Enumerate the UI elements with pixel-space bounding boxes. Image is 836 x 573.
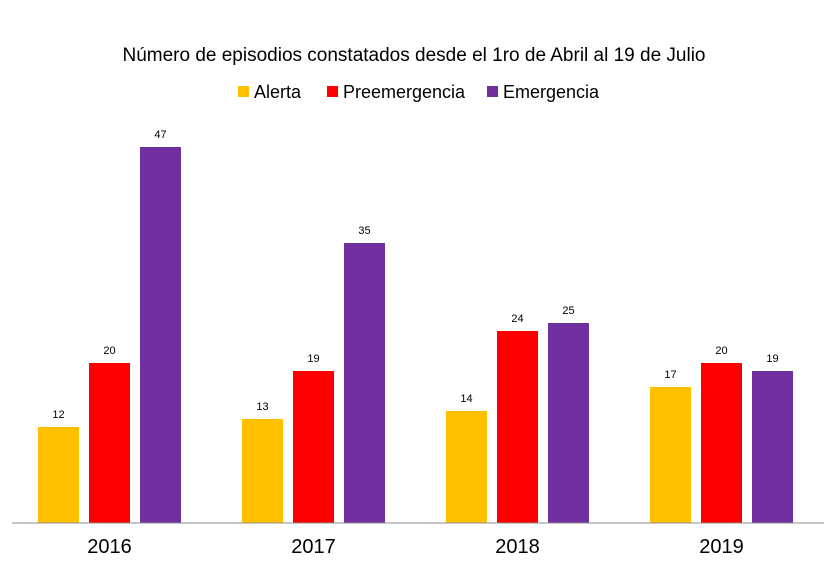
legend-swatch-emergencia [487,86,498,97]
bar-preemergencia-2019 [701,363,742,523]
bar-emergencia-2018 [548,323,589,523]
legend-label-alerta: Alerta [254,82,302,102]
data-label-alerta-2019: 17 [664,369,676,381]
bar-alerta-2017 [242,419,283,523]
data-labels-group: 12 20 47 13 19 35 14 24 25 17 20 19 [52,129,778,421]
bars-group [38,147,793,523]
data-label-emergencia-2017: 35 [358,225,370,237]
bar-emergencia-2019 [752,371,793,523]
legend-swatch-preemergencia [327,86,338,97]
legend-swatch-alerta [238,86,249,97]
x-tick-label-2017: 2017 [291,536,336,558]
data-label-emergencia-2018: 25 [562,305,574,317]
legend: Alerta Preemergencia Emergencia [238,82,600,102]
data-label-preemergencia-2018: 24 [511,313,523,325]
bar-alerta-2018 [446,411,487,523]
legend-label-emergencia: Emergencia [503,82,600,102]
bar-preemergencia-2017 [293,371,334,523]
data-label-alerta-2018: 14 [460,393,472,405]
x-tick-label-2016: 2016 [87,536,132,558]
data-label-alerta-2017: 13 [256,401,268,413]
data-label-emergencia-2016: 47 [154,129,166,141]
data-label-alerta-2016: 12 [52,409,64,421]
x-tick-labels-group: 2016 2017 2018 2019 [87,536,744,558]
x-tick-label-2018: 2018 [495,536,540,558]
x-tick-label-2019: 2019 [699,536,744,558]
legend-label-preemergencia: Preemergencia [343,82,466,102]
bar-emergencia-2016 [140,147,181,523]
bar-preemergencia-2018 [497,331,538,523]
data-label-preemergencia-2017: 19 [307,353,319,365]
data-label-preemergencia-2019: 20 [715,345,727,357]
bar-alerta-2019 [650,387,691,523]
data-label-emergencia-2019: 19 [766,353,778,365]
bar-alerta-2016 [38,427,79,523]
data-label-preemergencia-2016: 20 [103,345,115,357]
chart-title: Número de episodios constatados desde el… [122,45,705,66]
bar-emergencia-2017 [344,243,385,523]
bar-preemergencia-2016 [89,363,130,523]
